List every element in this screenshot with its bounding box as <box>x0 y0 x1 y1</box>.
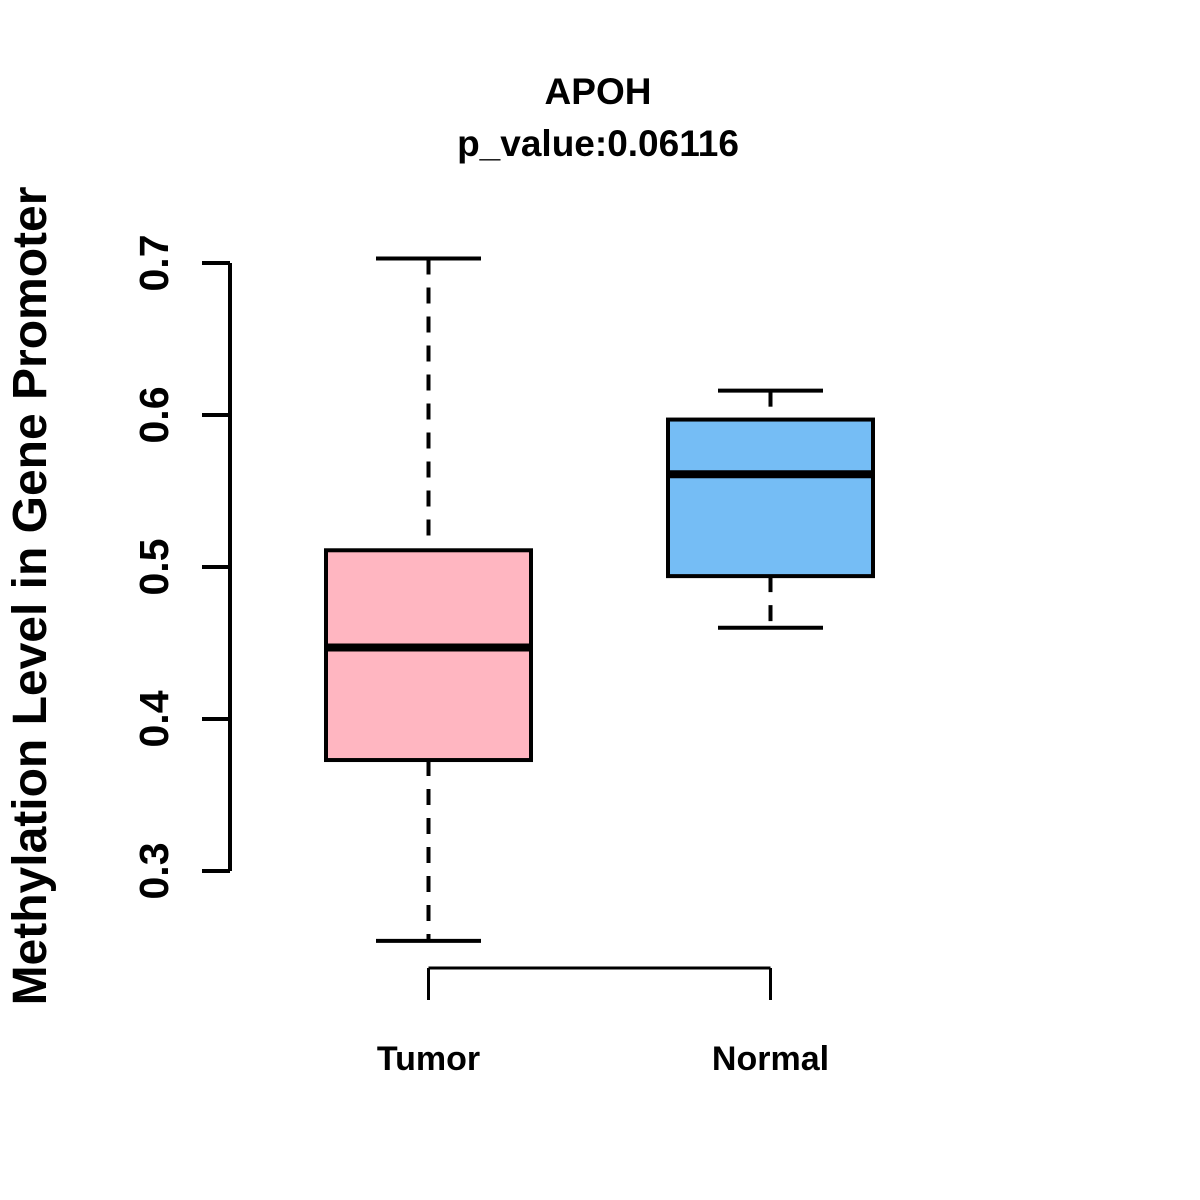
y-tick-label: 0.5 <box>131 539 177 596</box>
chart-subtitle: p_value:0.06116 <box>457 123 739 164</box>
plot-area: 0.3 0.4 0.5 0.6 0.7 Tumor Normal <box>131 235 875 1078</box>
box-tumor <box>324 548 533 763</box>
chart-title: APOH <box>545 71 652 112</box>
y-tick-label: 0.7 <box>131 235 177 292</box>
y-tick-label: 0.3 <box>131 843 177 900</box>
y-tick-label: 0.4 <box>131 690 177 747</box>
box-normal <box>666 417 875 579</box>
y-axis-title: Methylation Level in Gene Promoter <box>4 187 57 1006</box>
y-tick-label: 0.6 <box>131 387 177 444</box>
category-label-normal: Normal <box>712 1040 829 1078</box>
category-label-tumor: Tumor <box>377 1040 480 1078</box>
